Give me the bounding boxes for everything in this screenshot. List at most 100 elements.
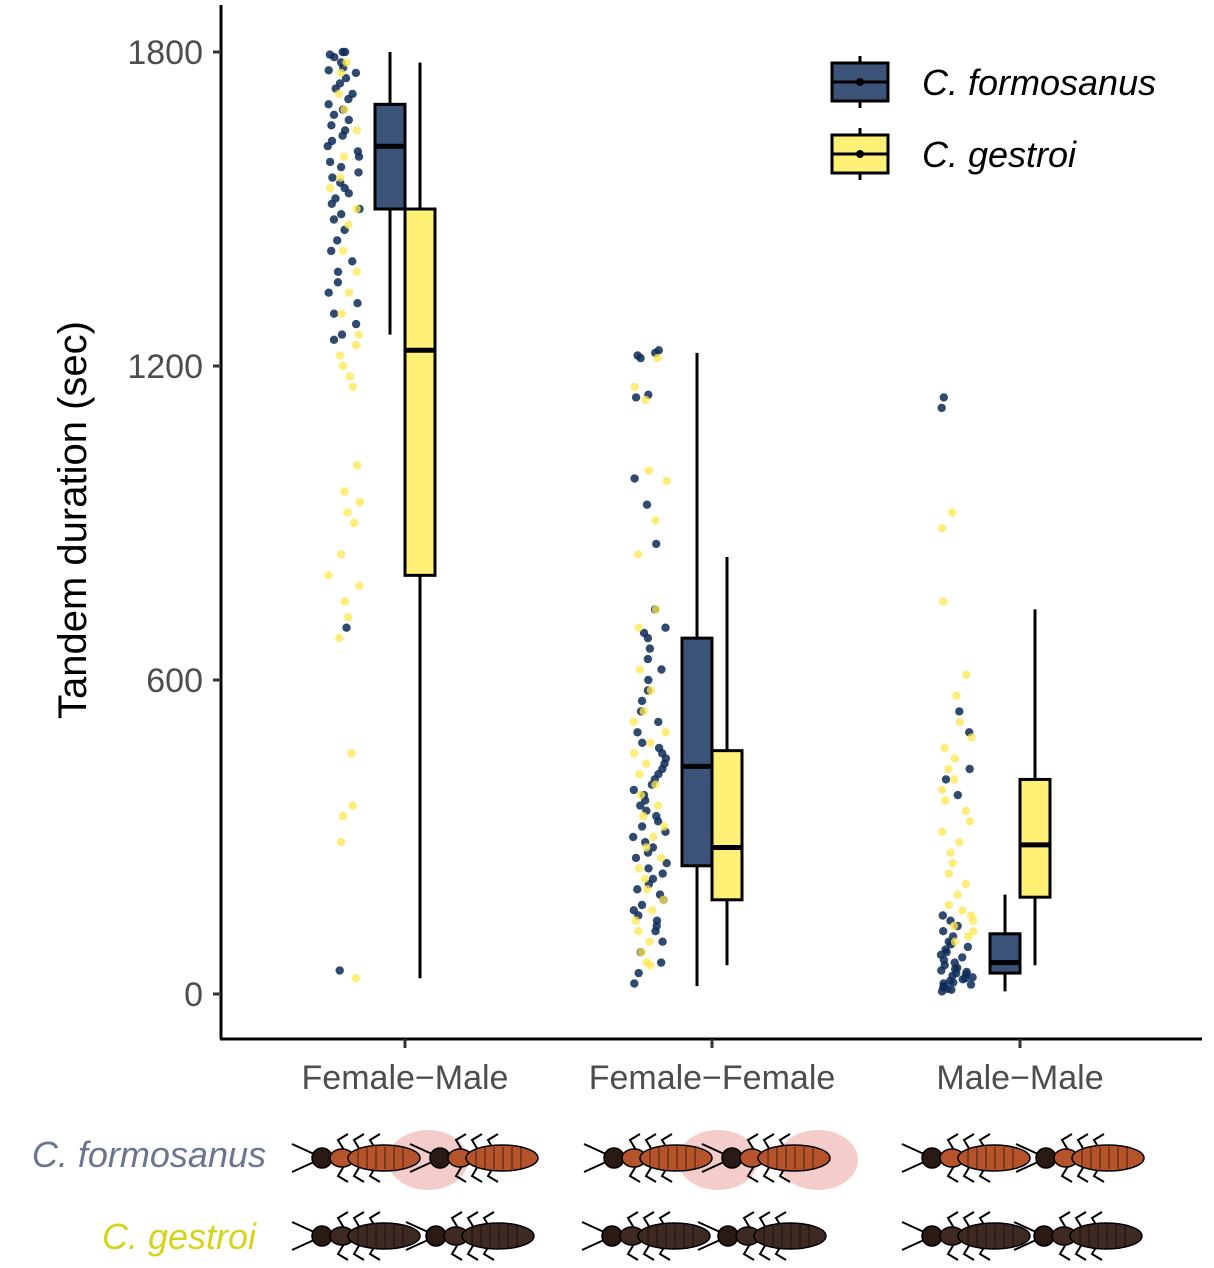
box-formosanus bbox=[988, 894, 1022, 992]
termite-icon bbox=[901, 1133, 1031, 1183]
data-point bbox=[937, 785, 947, 795]
data-point bbox=[631, 916, 641, 925]
data-point bbox=[336, 68, 346, 78]
data-point bbox=[629, 785, 638, 795]
data-point bbox=[329, 335, 339, 344]
data-point bbox=[939, 927, 948, 936]
data-point bbox=[327, 246, 336, 256]
data-point bbox=[940, 743, 949, 753]
data-point bbox=[329, 215, 339, 224]
data-point bbox=[345, 372, 355, 381]
data-point bbox=[637, 822, 647, 831]
data-point bbox=[644, 466, 654, 475]
data-point bbox=[642, 843, 651, 852]
data-point bbox=[634, 864, 644, 873]
data-point bbox=[961, 806, 970, 815]
data-point bbox=[651, 927, 660, 936]
data-point bbox=[347, 749, 356, 758]
legend-dot bbox=[856, 78, 864, 86]
data-point bbox=[644, 864, 653, 873]
data-point bbox=[338, 811, 348, 821]
data-point bbox=[662, 859, 671, 868]
jitter-points bbox=[323, 47, 978, 996]
data-point bbox=[634, 927, 643, 936]
y-ticks: 0 600 1200 1800 bbox=[127, 34, 221, 1014]
data-point bbox=[642, 759, 651, 768]
data-point bbox=[966, 980, 976, 989]
data-point bbox=[634, 550, 643, 559]
data-point bbox=[640, 874, 649, 884]
data-point bbox=[654, 801, 663, 810]
data-point bbox=[327, 121, 336, 130]
data-point bbox=[337, 210, 346, 219]
data-point bbox=[344, 613, 353, 622]
data-point bbox=[662, 476, 671, 486]
data-point bbox=[661, 728, 670, 737]
data-point bbox=[950, 754, 959, 763]
data-point bbox=[324, 288, 333, 297]
data-point bbox=[636, 801, 645, 810]
data-point bbox=[937, 966, 946, 975]
data-point bbox=[352, 204, 361, 214]
data-point bbox=[329, 110, 339, 120]
data-point bbox=[657, 853, 666, 863]
data-point bbox=[354, 330, 364, 339]
data-point bbox=[953, 790, 962, 800]
data-point bbox=[324, 571, 333, 580]
y-tick-label: 0 bbox=[184, 976, 203, 1014]
data-point bbox=[339, 152, 349, 161]
legend: C. formosanus C. gestroi bbox=[830, 56, 1156, 180]
data-point bbox=[941, 796, 950, 805]
legend-dot bbox=[856, 150, 864, 158]
termite-icon bbox=[581, 1211, 711, 1261]
data-point bbox=[653, 817, 663, 826]
data-point bbox=[353, 299, 362, 308]
data-point bbox=[937, 403, 946, 413]
box-iqr bbox=[1018, 777, 1052, 899]
data-point bbox=[637, 696, 647, 706]
data-point bbox=[329, 309, 339, 318]
data-point bbox=[658, 937, 667, 946]
box-iqr bbox=[680, 636, 714, 868]
data-point bbox=[633, 885, 642, 894]
data-point bbox=[659, 895, 668, 904]
data-point bbox=[643, 885, 652, 894]
data-point bbox=[948, 508, 957, 517]
data-point bbox=[630, 382, 639, 392]
data-point bbox=[638, 738, 647, 747]
termite-icon bbox=[1015, 1133, 1145, 1183]
data-point bbox=[629, 832, 638, 842]
pheromone-glow bbox=[388, 1130, 468, 1190]
data-point bbox=[649, 832, 658, 842]
data-point bbox=[630, 749, 639, 758]
side-label-gestroi: C. gestroi bbox=[102, 1216, 257, 1257]
data-point bbox=[967, 733, 976, 742]
data-point bbox=[963, 942, 973, 952]
side-label-formosanus: C. formosanus bbox=[32, 1134, 266, 1175]
data-point bbox=[941, 775, 951, 784]
legend-item-gestroi: C. gestroi bbox=[830, 128, 1077, 180]
data-point bbox=[340, 105, 349, 114]
data-point bbox=[354, 581, 364, 590]
x-tick-label: Male−Male bbox=[936, 1059, 1103, 1097]
data-point bbox=[631, 393, 641, 402]
data-point bbox=[635, 770, 644, 779]
data-point bbox=[965, 764, 974, 774]
box-iqr bbox=[373, 102, 407, 211]
data-point bbox=[630, 474, 639, 483]
data-point bbox=[651, 605, 661, 614]
data-point bbox=[338, 361, 348, 371]
data-point bbox=[325, 157, 335, 167]
data-point bbox=[337, 309, 346, 318]
data-point bbox=[965, 817, 975, 826]
data-point bbox=[939, 393, 948, 402]
data-point bbox=[958, 953, 967, 962]
data-point bbox=[323, 142, 332, 151]
data-point bbox=[354, 152, 364, 161]
data-point bbox=[338, 246, 348, 256]
data-point bbox=[328, 173, 337, 182]
data-point bbox=[635, 665, 644, 674]
data-point bbox=[944, 900, 953, 910]
box-formosanus bbox=[373, 52, 407, 335]
